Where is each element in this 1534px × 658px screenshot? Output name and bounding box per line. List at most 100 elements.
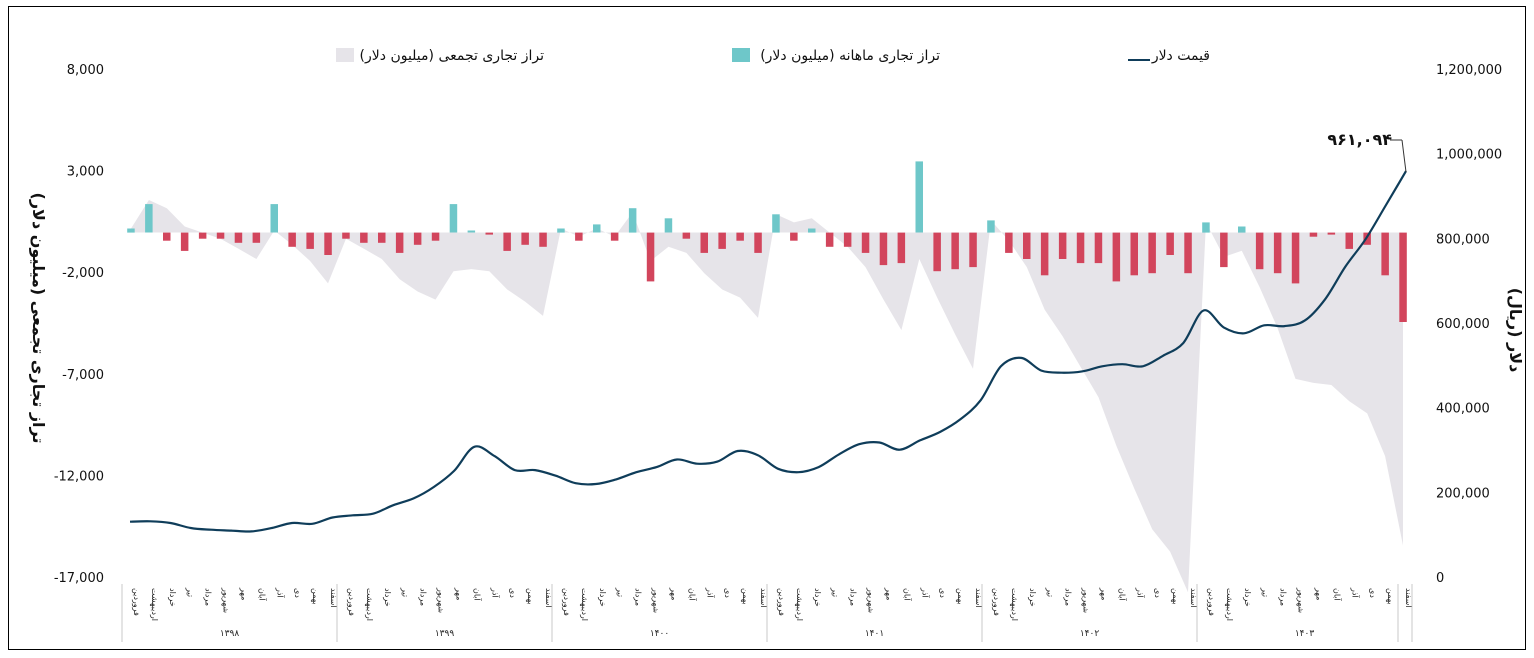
monthly-bar	[682, 232, 691, 239]
monthly-bar	[772, 214, 780, 233]
monthly-bar	[395, 232, 404, 253]
monthly-bar	[933, 232, 941, 272]
month-label: مرداد	[204, 588, 213, 606]
cumulative-area-layer	[130, 200, 1403, 593]
month-label: بهمن	[1171, 588, 1180, 605]
monthly-bar	[234, 232, 243, 243]
month-label: مرداد	[1279, 588, 1288, 606]
monthly-bar	[521, 232, 529, 245]
left-tick-label: -17,000	[54, 571, 104, 586]
month-label: اسفند	[974, 588, 983, 608]
month-label: مهر	[885, 587, 894, 600]
month-label: فروردین	[347, 588, 356, 616]
monthly-bar	[1148, 232, 1156, 274]
month-label: دی	[1368, 588, 1377, 598]
month-label: دی	[1153, 588, 1162, 598]
month-label: بهمن	[741, 588, 750, 605]
monthly-bar	[1076, 232, 1085, 264]
month-label: اردیبهشت	[1225, 588, 1234, 621]
monthly-bar	[324, 232, 332, 255]
monthly-bar	[180, 232, 189, 251]
month-label: خرداد	[168, 588, 177, 607]
monthly-bar	[1238, 226, 1246, 233]
monthly-bar	[378, 232, 386, 243]
month-label: فروردین	[992, 588, 1001, 616]
month-label: مرداد	[634, 588, 643, 606]
month-label: اسفند	[329, 588, 338, 608]
chart-frame	[8, 6, 1526, 650]
month-label: دی	[723, 588, 732, 598]
left-tick-label: 3,000	[67, 165, 104, 180]
month-label: خرداد	[813, 588, 822, 607]
year-label: ۱۴۰۱	[865, 629, 884, 639]
monthly-bar	[1023, 232, 1031, 259]
monthly-bar	[1255, 232, 1264, 270]
monthly-bar	[1220, 232, 1228, 268]
month-label: اردیبهشت	[150, 588, 159, 621]
monthly-bar	[646, 232, 655, 282]
monthly-bar	[431, 232, 440, 241]
monthly-bar	[843, 232, 852, 247]
monthly-bar	[754, 232, 762, 253]
right-tick-label: 0	[1436, 571, 1444, 586]
monthly-bar	[1112, 232, 1121, 282]
month-label: مهر	[455, 587, 464, 600]
month-label: آبان	[257, 588, 267, 602]
month-label: اسفند	[1404, 588, 1413, 608]
monthly-bar	[342, 232, 350, 239]
legend-monthly-swatch	[732, 48, 750, 62]
month-label: مرداد	[1064, 588, 1073, 606]
monthly-bar	[503, 232, 511, 251]
month-label: اسفند	[544, 588, 553, 608]
monthly-bar	[1040, 232, 1049, 276]
monthly-bar	[288, 232, 296, 247]
monthly-bar	[467, 230, 476, 233]
monthly-bar	[718, 232, 726, 249]
month-label: شهریور	[437, 587, 446, 613]
month-label: مهر	[670, 587, 679, 600]
month-label: آذر	[920, 587, 930, 598]
legend: تراز تجاری تجمعی (میلیون دلار) تراز تجار…	[336, 48, 1210, 64]
month-label: آبان	[687, 588, 697, 602]
month-label: آذر	[705, 587, 715, 598]
monthly-bar	[539, 232, 547, 247]
monthly-bar	[736, 232, 744, 241]
right-tick-label: 1,000,000	[1436, 148, 1502, 163]
month-label: آبان	[902, 588, 912, 602]
monthly-bar	[413, 232, 422, 245]
month-label: تیر	[1046, 587, 1055, 597]
dollar-price-line	[129, 170, 1407, 533]
monthly-bar	[216, 232, 225, 239]
month-label: اردیبهشت	[365, 588, 374, 621]
month-label: خرداد	[1028, 588, 1037, 607]
monthly-bar	[897, 232, 906, 264]
month-label: فروردین	[562, 588, 571, 616]
month-label: مهر	[240, 587, 249, 600]
month-label: تیر	[186, 587, 195, 597]
monthly-bar	[879, 232, 888, 266]
month-label: تیر	[401, 587, 410, 597]
right-tick-label: 1,200,000	[1436, 63, 1502, 78]
monthly-bar	[145, 204, 153, 233]
left-tick-label: -12,000	[54, 469, 104, 484]
month-label: بهمن	[1386, 588, 1395, 605]
monthly-bar	[127, 228, 135, 233]
month-label: مهر	[1315, 587, 1324, 600]
month-label: مرداد	[849, 588, 858, 606]
month-label: آبان	[472, 588, 482, 602]
monthly-bar	[1005, 232, 1013, 253]
month-label: شهریور	[1297, 587, 1306, 613]
month-label: مهر	[1100, 587, 1109, 600]
right-axis-title: دلار (ریال)	[1506, 288, 1525, 373]
legend-cumulative-swatch	[336, 48, 354, 62]
left-tick-label: 8,000	[67, 63, 104, 78]
monthly-bar	[1381, 232, 1389, 276]
month-label: فروردین	[132, 588, 141, 616]
monthly-bar	[252, 232, 261, 243]
month-label: شهریور	[222, 587, 231, 613]
month-label: فروردین	[777, 588, 786, 616]
right-tick-label: 800,000	[1436, 232, 1490, 247]
month-label: تیر	[1261, 587, 1270, 597]
year-label: ۱۳۹۸	[220, 629, 240, 639]
monthly-bar	[270, 204, 278, 233]
